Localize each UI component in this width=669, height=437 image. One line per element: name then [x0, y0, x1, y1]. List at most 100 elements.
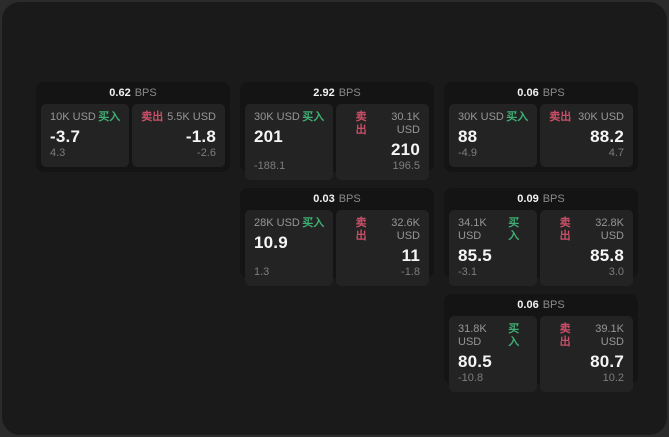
- quote-grid: 0.62 BPS 10K USD 买入 -3.7 4.3 卖出 5.5K USD…: [36, 82, 638, 392]
- sell-price: -1.8: [185, 127, 216, 146]
- bps-unit-label: BPS: [134, 87, 157, 99]
- sell-price: 85.8: [590, 246, 624, 265]
- buy-amount: 31.8K USD: [458, 323, 487, 348]
- sell-side-label: 卖出: [355, 217, 367, 242]
- sell-side-label: 卖出: [141, 111, 164, 123]
- sell-amount: 32.6K USD: [391, 217, 420, 242]
- buy-cell-top: 30K USD 买入: [254, 111, 324, 124]
- buy-cell-top: 30K USD 买入: [458, 111, 528, 124]
- buy-side-label: 买入: [302, 217, 325, 229]
- sell-side-label: 卖出: [549, 111, 572, 123]
- sell-cell-top: 卖出 30.1K USD: [345, 111, 420, 137]
- bps-value: 2.92: [313, 87, 335, 99]
- bps-value: 0.06: [517, 299, 539, 311]
- buy-cell-top: 10K USD 买入: [50, 111, 120, 124]
- bps-unit-label: BPS: [542, 299, 565, 311]
- sell-price: 210: [391, 140, 420, 159]
- sell-cell-top: 卖出 5.5K USD: [141, 111, 216, 124]
- sell-price: 88.2: [590, 127, 624, 146]
- buy-price: 201: [254, 127, 283, 146]
- buy-cell-top: 31.8K USD 买入: [458, 323, 528, 349]
- sell-sub-value: -2.6: [197, 147, 216, 159]
- buy-sub-value: -188.1: [254, 160, 286, 172]
- buy-side-label: 买入: [508, 323, 520, 348]
- bps-value: 0.06: [517, 87, 539, 99]
- buy-price: -3.7: [50, 127, 81, 146]
- card-body: 34.1K USD 买入 85.5 -3.1 卖出 32.8K USD 85.8…: [444, 210, 638, 291]
- sell-cell[interactable]: 卖出 5.5K USD -1.8 -2.6: [132, 104, 225, 167]
- quote-card: 2.92 BPS 30K USD 买入 201 -188.1 卖出 30.1K …: [240, 82, 434, 180]
- sell-cell-top: 卖出 32.6K USD: [345, 217, 420, 243]
- sell-price: 11: [401, 246, 420, 265]
- sell-price: 80.7: [590, 352, 624, 371]
- bps-unit-label: BPS: [338, 87, 361, 99]
- buy-cell[interactable]: 28K USD 买入 10.9 1.3: [245, 210, 334, 286]
- buy-sub-value: 1.3: [254, 266, 270, 278]
- buy-amount: 30K USD: [254, 111, 300, 123]
- buy-side-label: 买入: [302, 111, 325, 123]
- buy-cell[interactable]: 30K USD 买入 88 -4.9: [449, 104, 538, 167]
- card-body: 28K USD 买入 10.9 1.3 卖出 32.6K USD 11 -1.8: [240, 210, 434, 291]
- buy-cell-top: 28K USD 买入: [254, 217, 324, 230]
- buy-amount: 28K USD: [254, 217, 300, 229]
- buy-cell[interactable]: 10K USD 买入 -3.7 4.3: [41, 104, 130, 167]
- buy-cell[interactable]: 31.8K USD 买入 80.5 -10.8: [449, 316, 538, 392]
- buy-side-label: 买入: [506, 111, 529, 123]
- buy-price: 80.5: [458, 352, 492, 371]
- card-header: 0.06 BPS: [444, 82, 638, 104]
- card-body: 31.8K USD 买入 80.5 -10.8 卖出 39.1K USD 80.…: [444, 316, 638, 397]
- bps-unit-label: BPS: [338, 193, 361, 205]
- sell-cell[interactable]: 卖出 32.6K USD 11 -1.8: [336, 210, 429, 286]
- card-header: 2.92 BPS: [240, 82, 434, 104]
- buy-side-label: 买入: [508, 217, 520, 242]
- buy-price: 10.9: [254, 233, 288, 252]
- quote-card: 0.09 BPS 34.1K USD 买入 85.5 -3.1 卖出 32.8K…: [444, 188, 638, 286]
- quote-card: 0.03 BPS 28K USD 买入 10.9 1.3 卖出 32.6K US…: [240, 188, 434, 286]
- bps-value: 0.03: [313, 193, 335, 205]
- sell-cell[interactable]: 卖出 32.8K USD 85.8 3.0: [540, 210, 633, 286]
- sell-side-label: 卖出: [559, 217, 571, 242]
- card-header: 0.06 BPS: [444, 294, 638, 316]
- buy-sub-value: 4.3: [50, 147, 66, 159]
- quote-card: 0.06 BPS 30K USD 买入 88 -4.9 卖出 30K USD 8…: [444, 82, 638, 172]
- buy-sub-value: -3.1: [458, 266, 477, 278]
- quote-card: 0.06 BPS 31.8K USD 买入 80.5 -10.8 卖出 39.1…: [444, 294, 638, 392]
- sell-side-label: 卖出: [355, 111, 367, 136]
- sell-side-label: 卖出: [559, 323, 571, 348]
- sell-amount: 5.5K USD: [167, 111, 216, 123]
- bps-unit-label: BPS: [542, 87, 565, 99]
- sell-cell[interactable]: 卖出 39.1K USD 80.7 10.2: [540, 316, 633, 392]
- sell-amount: 30.1K USD: [391, 111, 420, 136]
- bps-value: 0.62: [109, 87, 131, 99]
- buy-sub-value: -10.8: [458, 372, 484, 384]
- sell-amount: 39.1K USD: [595, 323, 624, 348]
- buy-cell[interactable]: 30K USD 买入 201 -188.1: [245, 104, 334, 180]
- card-header: 0.62 BPS: [36, 82, 230, 104]
- card-body: 30K USD 买入 201 -188.1 卖出 30.1K USD 210 1…: [240, 104, 434, 185]
- buy-amount: 34.1K USD: [458, 217, 487, 242]
- card-header: 0.03 BPS: [240, 188, 434, 210]
- buy-amount: 10K USD: [50, 111, 96, 123]
- buy-cell[interactable]: 34.1K USD 买入 85.5 -3.1: [449, 210, 538, 286]
- sell-cell-top: 卖出 32.8K USD: [549, 217, 624, 243]
- sell-amount: 32.8K USD: [595, 217, 624, 242]
- buy-price: 85.5: [458, 246, 492, 265]
- card-body: 30K USD 买入 88 -4.9 卖出 30K USD 88.2 4.7: [444, 104, 638, 172]
- buy-sub-value: -4.9: [458, 147, 477, 159]
- buy-cell-top: 34.1K USD 买入: [458, 217, 528, 243]
- card-body: 10K USD 买入 -3.7 4.3 卖出 5.5K USD -1.8 -2.…: [36, 104, 230, 172]
- sell-sub-value: 4.7: [608, 147, 624, 159]
- sell-sub-value: 3.0: [608, 266, 624, 278]
- buy-price: 88: [458, 127, 478, 146]
- sell-cell[interactable]: 卖出 30.1K USD 210 196.5: [336, 104, 429, 180]
- sell-cell[interactable]: 卖出 30K USD 88.2 4.7: [540, 104, 633, 167]
- quote-card: 0.62 BPS 10K USD 买入 -3.7 4.3 卖出 5.5K USD…: [36, 82, 230, 172]
- sell-cell-top: 卖出 39.1K USD: [549, 323, 624, 349]
- sell-amount: 30K USD: [578, 111, 624, 123]
- sell-cell-top: 卖出 30K USD: [549, 111, 624, 124]
- sell-sub-value: 10.2: [602, 372, 624, 384]
- bps-value: 0.09: [517, 193, 539, 205]
- card-header: 0.09 BPS: [444, 188, 638, 210]
